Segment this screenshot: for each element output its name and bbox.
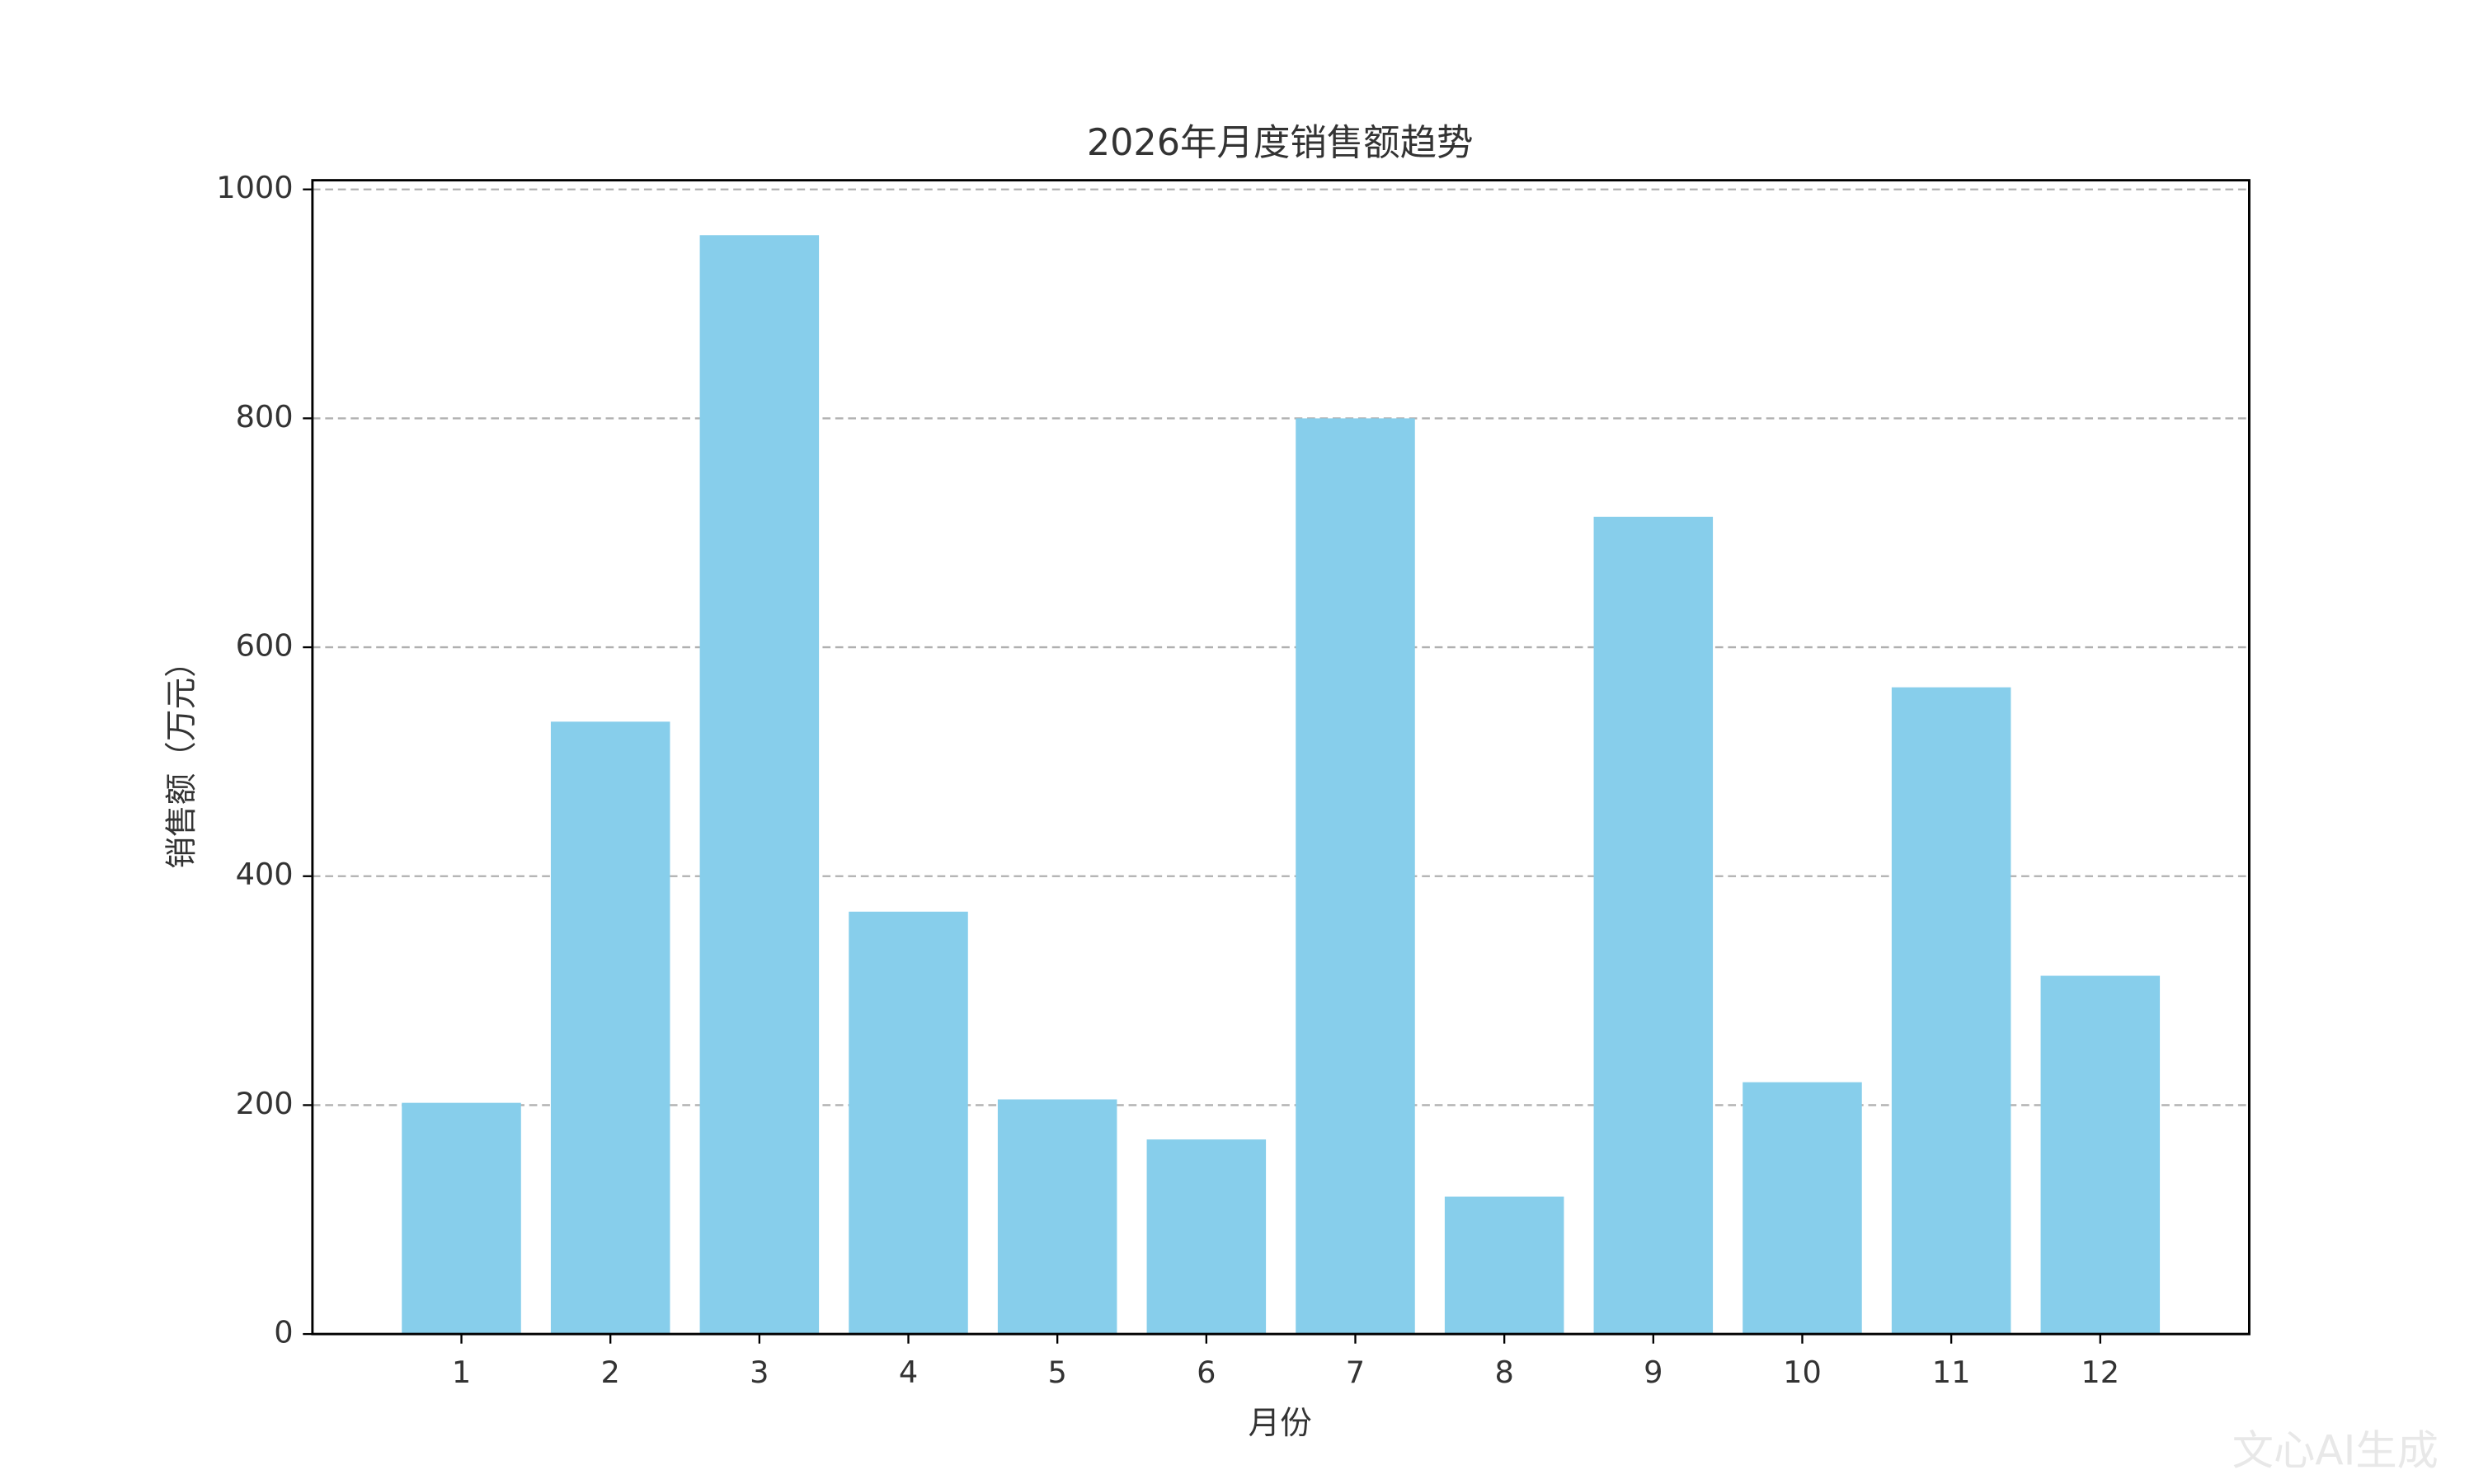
x-tick-label: 12: [2081, 1355, 2119, 1390]
y-tick-label: 600: [236, 628, 294, 664]
x-tick-label: 4: [899, 1355, 918, 1390]
x-tick-label: 2: [600, 1355, 619, 1390]
x-tick-label: 5: [1047, 1355, 1066, 1390]
y-tick-label: 200: [236, 1086, 294, 1121]
x-tick-label: 1: [452, 1355, 471, 1390]
bar: [849, 911, 968, 1335]
bar: [1146, 1139, 1267, 1335]
watermark: 文心AI生成: [2232, 1426, 2439, 1475]
chart-title: 2026年月度销售额趋势: [1087, 122, 1474, 164]
bar: [1743, 1082, 1862, 1335]
y-tick-label: 0: [274, 1315, 293, 1350]
x-tick-label: 7: [1346, 1355, 1365, 1390]
y-tick-label: 1000: [216, 170, 293, 205]
plot-frame: [311, 179, 2251, 1336]
x-tick-label: 6: [1197, 1355, 1216, 1390]
y-tick-label: 800: [236, 399, 294, 434]
x-tick-label: 10: [1783, 1355, 1822, 1390]
bar: [550, 721, 670, 1335]
bar: [1296, 418, 1415, 1335]
y-tick-label: 400: [236, 857, 294, 892]
x-axis-label: 月份: [1249, 1405, 1312, 1442]
bar: [699, 235, 820, 1335]
y-axis-label: 销售额（万元）: [163, 646, 200, 869]
bar: [2040, 975, 2161, 1335]
x-tick-label: 9: [1644, 1355, 1663, 1390]
x-tick-label: 3: [750, 1355, 769, 1390]
bar: [1891, 687, 2011, 1335]
bar: [1593, 516, 1714, 1335]
x-tick-label: 11: [1932, 1355, 1971, 1390]
bar: [402, 1102, 521, 1335]
bar: [1444, 1196, 1564, 1335]
x-tick-label: 8: [1494, 1355, 1513, 1390]
bar: [997, 1099, 1117, 1335]
